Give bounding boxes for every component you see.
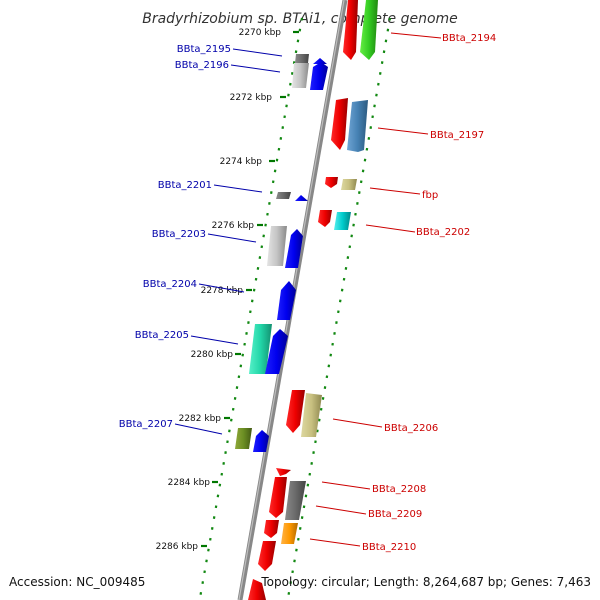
gene-BBta_2204[interactable] [277,281,296,320]
right-label-connectors [309,32,442,547]
gene-label-BBta_2202[interactable]: BBta_2202 [416,227,470,238]
gene-label-BBta_2209[interactable]: BBta_2209 [368,509,422,520]
gene-label-BBta_2206[interactable]: BBta_2206 [384,423,438,434]
accession-text: Accession: NC_009485 [9,575,145,589]
gene-BBta_2195[interactable] [295,54,327,64]
gene-label-BBta_2195[interactable]: BBta_2195 [177,44,231,55]
tick-label-2272: 2272 kbp [230,93,273,103]
gene-BBta_2208[interactable] [269,468,291,518]
tick-label-2270: 2270 kbp [239,28,282,38]
map-title: Bradyrhizobium sp. BTAi1, complete genom… [142,11,458,27]
tick-label-2278: 2278 kbp [201,286,244,296]
gene-BBta_2203[interactable] [267,226,303,268]
topology-text: Topology: circular; Length: 8,264,687 bp… [260,575,591,589]
gene-label-BBta_2210[interactable]: BBta_2210 [362,542,416,553]
gene-BBta_2205[interactable] [249,324,288,374]
gene-label-BBta_2204[interactable]: BBta_2204 [143,279,197,290]
gene-BBta_2209[interactable] [285,481,306,520]
gene-label-BBta_2208[interactable]: BBta_2208 [372,484,426,495]
gene-BBta_2194[interactable] [343,0,378,60]
tick-marks [201,30,299,548]
left-label-connectors [174,48,283,435]
gene-label-BBta_2196[interactable]: BBta_2196 [175,60,229,71]
gene-BBta_2206[interactable] [286,390,322,437]
tick-label-2286: 2286 kbp [156,542,199,552]
gene-BBta_2207[interactable] [235,428,269,452]
tick-label-2284: 2284 kbp [168,478,211,488]
gene-bottom-partial [248,579,266,600]
gene-label-BBta_2197[interactable]: BBta_2197 [430,130,484,141]
gene-label-fbp[interactable]: fbp [422,190,438,201]
gene-fbp[interactable] [325,177,357,190]
gene-label-BBta_2203[interactable]: BBta_2203 [152,229,206,240]
gene-label-BBta_2201[interactable]: BBta_2201 [158,180,212,191]
tick-label-2276: 2276 kbp [212,221,255,231]
tick-label-2280: 2280 kbp [191,350,234,360]
gene-label-BBta_2207[interactable]: BBta_2207 [119,419,173,430]
gene-BBta_2210[interactable] [258,520,298,571]
tick-label-2274: 2274 kbp [220,157,263,167]
gene-BBta_2202[interactable] [318,210,351,230]
gene-BBta_2201[interactable] [276,192,308,201]
gene-label-BBta_2205[interactable]: BBta_2205 [135,330,189,341]
gene-label-BBta_2194[interactable]: BBta_2194 [442,33,496,44]
gene-BBta_2197[interactable] [331,98,368,152]
gene-BBta_2196[interactable] [292,62,328,90]
tick-label-2282: 2282 kbp [179,414,222,424]
